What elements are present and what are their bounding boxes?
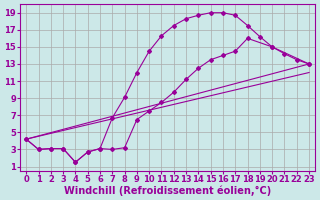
- X-axis label: Windchill (Refroidissement éolien,°C): Windchill (Refroidissement éolien,°C): [64, 185, 271, 196]
